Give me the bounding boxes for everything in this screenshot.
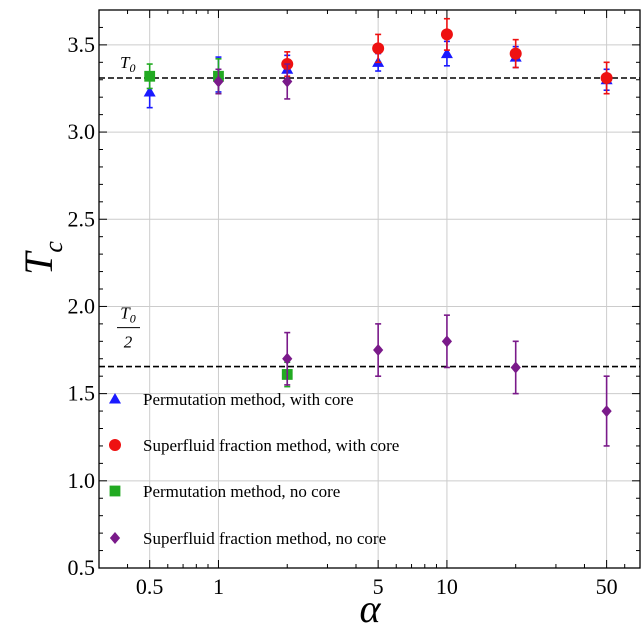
series-diamond xyxy=(213,63,612,447)
data-point xyxy=(509,47,522,60)
y-tick-label: 0.5 xyxy=(68,555,96,580)
y-tick-label: 1.5 xyxy=(68,381,96,406)
y-tick-label: 2.0 xyxy=(68,293,96,318)
legend-marker xyxy=(109,532,121,544)
data-point xyxy=(372,42,385,55)
legend-marker xyxy=(109,485,121,497)
reference-line-label: T0 xyxy=(120,53,135,75)
legend-label: Permutation method, with core xyxy=(143,390,354,409)
y-axis-title: Tc xyxy=(16,241,68,275)
legend-label: Permutation method, no core xyxy=(143,482,340,501)
data-point xyxy=(601,405,612,418)
x-tick-label: 0.5 xyxy=(136,574,164,599)
data-point xyxy=(373,344,384,357)
x-tick-label: 5 xyxy=(373,574,384,599)
data-point xyxy=(600,72,613,85)
data-point xyxy=(144,70,156,82)
y-tick-label: 3.0 xyxy=(68,119,96,144)
reference-label-numerator: T0 xyxy=(120,304,135,326)
data-point xyxy=(213,75,224,88)
data-point xyxy=(282,352,293,365)
data-point xyxy=(510,361,521,374)
x-tick-label: 1 xyxy=(213,574,224,599)
legend-marker xyxy=(109,439,121,451)
reference-label: T0 xyxy=(120,53,135,75)
axis-ticks xyxy=(98,9,641,569)
reference-label-denominator: 2 xyxy=(124,333,133,352)
data-point xyxy=(282,75,293,88)
data-points xyxy=(143,17,613,447)
data-point xyxy=(440,28,453,41)
x-tick-label: 10 xyxy=(436,574,458,599)
data-point xyxy=(440,47,453,59)
data-point xyxy=(441,335,453,348)
axis-titles: α Tc xyxy=(16,241,382,631)
y-tick-label: 3.5 xyxy=(68,32,96,57)
legend-label: Superfluid fraction method, with core xyxy=(143,436,399,455)
y-tick-label: 1.0 xyxy=(68,468,96,493)
legend-marker xyxy=(109,393,121,404)
x-axis-title: α xyxy=(360,586,382,631)
svg-text:Tc: Tc xyxy=(16,241,68,275)
y-tick-label: 2.5 xyxy=(68,206,96,231)
legend: Permutation method, with core Superfluid … xyxy=(109,390,399,548)
data-point xyxy=(143,85,156,97)
reference-line-label: T02 xyxy=(117,304,140,352)
legend-label: Superfluid fraction method, no core xyxy=(143,529,386,548)
x-tick-label: 50 xyxy=(596,574,618,599)
tick-labels: 0.5 1 5 10 50 0.5 1.0 1.5 2.0 2.5 3.0 3.5 xyxy=(68,32,618,599)
